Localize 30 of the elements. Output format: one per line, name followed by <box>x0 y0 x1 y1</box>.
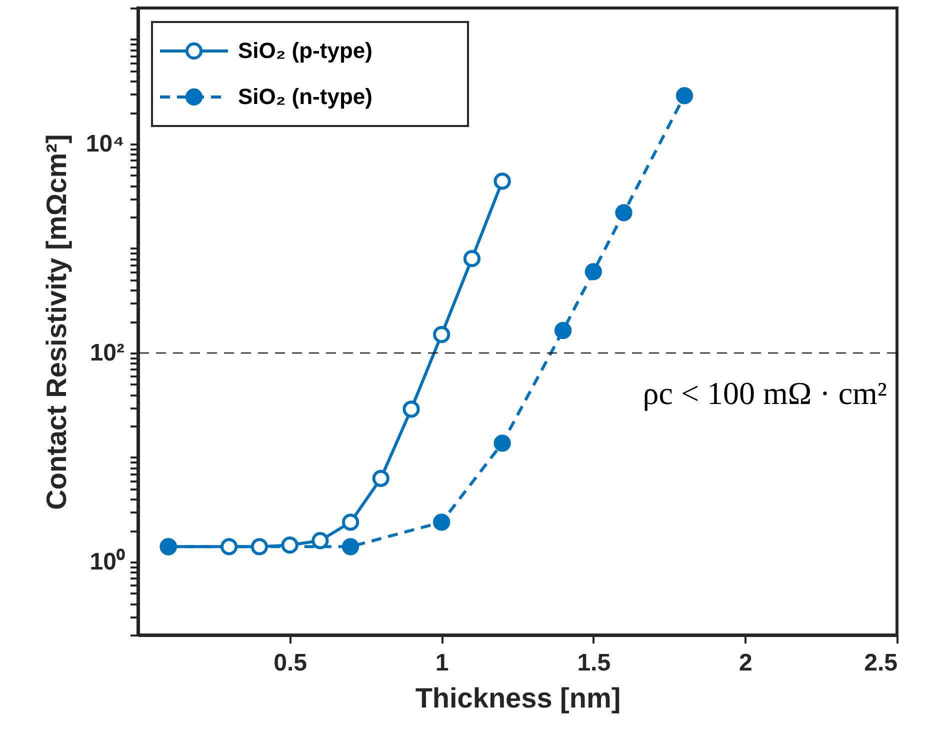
legend-label: SiO₂ (n-type) <box>238 84 372 109</box>
ref-line-label: ρc < 100 mΩ · cm² <box>642 374 887 411</box>
point <box>342 514 360 531</box>
point <box>494 434 511 452</box>
x-tick-label: 1.5 <box>577 650 611 676</box>
point <box>250 538 268 556</box>
point <box>433 326 450 344</box>
y-axis-title: Contact Resistivity [mΩcm²] <box>40 134 72 510</box>
y-tick-label: 10² <box>90 339 125 366</box>
point <box>220 538 238 556</box>
x-axis-title: Thickness [nm] <box>415 682 621 714</box>
point <box>676 87 694 104</box>
point <box>372 470 390 487</box>
point <box>281 536 298 554</box>
point <box>312 532 329 550</box>
x-tick-label: 2.5 <box>864 650 898 676</box>
legend-label: SiO₂ (p-type) <box>238 38 372 63</box>
point <box>615 204 632 222</box>
x-tick-label: 1 <box>435 650 449 676</box>
point <box>402 400 420 418</box>
point <box>494 172 511 190</box>
point <box>584 263 602 280</box>
y-tick-label: 10⁰ <box>90 548 126 576</box>
point <box>433 514 450 531</box>
point <box>554 322 572 340</box>
y-tick-label: 10⁴ <box>86 130 124 158</box>
point <box>463 250 481 268</box>
x-tick-label: 2 <box>739 650 752 676</box>
point <box>342 538 360 556</box>
x-tick-label: 0.5 <box>274 650 307 676</box>
